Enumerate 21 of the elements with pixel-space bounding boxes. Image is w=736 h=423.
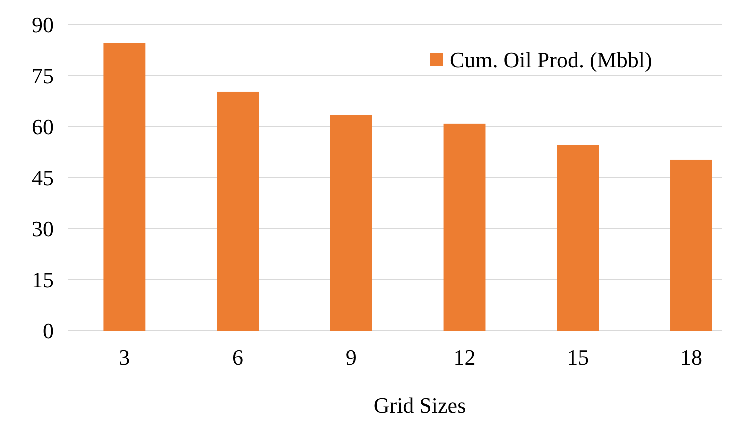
y-tick-label: 60 bbox=[32, 114, 54, 140]
y-tick-label: 90 bbox=[32, 12, 54, 38]
y-tick-label: 30 bbox=[32, 216, 54, 242]
x-axis-title: Grid Sizes bbox=[374, 393, 466, 418]
y-tick-label: 0 bbox=[43, 318, 54, 344]
x-tick-label: 3 bbox=[119, 345, 130, 370]
x-tick-label: 6 bbox=[232, 345, 244, 370]
x-tick-label: 9 bbox=[346, 345, 357, 370]
bar bbox=[557, 145, 600, 331]
bar bbox=[444, 124, 486, 331]
y-tick-label: 45 bbox=[32, 166, 54, 191]
bar bbox=[104, 43, 146, 331]
bar bbox=[217, 92, 260, 331]
bar bbox=[330, 115, 372, 331]
bar bbox=[670, 160, 712, 331]
x-tick-label: 15 bbox=[567, 345, 590, 370]
y-tick-label: 75 bbox=[32, 64, 54, 89]
y-tick-label: 15 bbox=[32, 268, 54, 293]
legend-label: Cum. Oil Prod. (Mbbl) bbox=[450, 48, 652, 73]
x-tick-label: 18 bbox=[680, 345, 702, 370]
x-tick-label: 12 bbox=[454, 345, 476, 370]
